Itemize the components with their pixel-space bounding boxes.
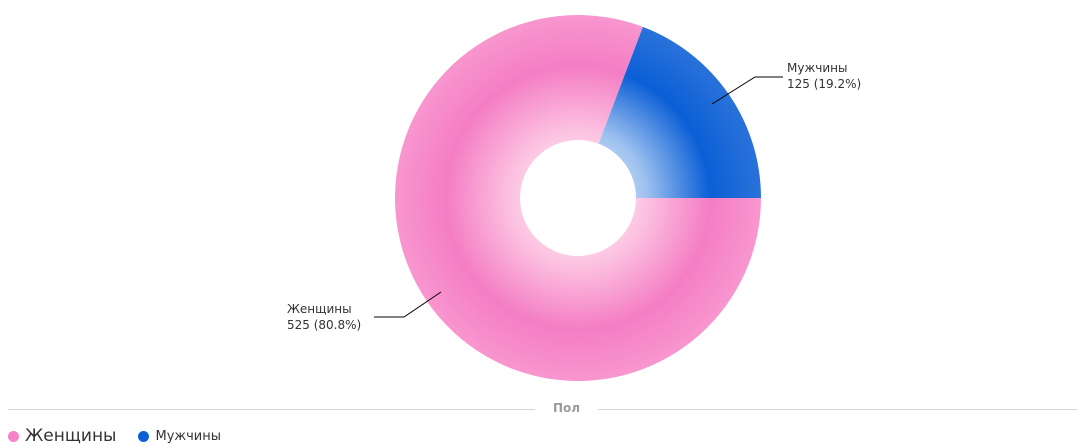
legend-marker-men <box>138 430 150 442</box>
legend-label-men: Мужчины <box>155 428 221 444</box>
data-label-name-women: Женщины <box>287 302 352 316</box>
connector-women <box>374 291 442 318</box>
title-divider-left <box>8 409 535 410</box>
slice-men[interactable] <box>598 26 761 198</box>
chart-title: Пол <box>552 401 581 415</box>
data-label-value-men: 125 (19.2%) <box>787 77 861 91</box>
legend-label-women: Женщины <box>25 426 117 446</box>
chart-legend: Женщины Мужчины <box>8 426 243 446</box>
legend-marker-women <box>8 430 19 442</box>
title-divider-right <box>598 409 1077 410</box>
slice-women[interactable] <box>394 14 761 381</box>
data-label-value-women: 525 (80.8%) <box>287 318 361 332</box>
legend-item-women[interactable]: Женщины <box>8 426 116 446</box>
connector-men <box>711 76 783 105</box>
legend-item-men[interactable]: Мужчины <box>138 429 221 444</box>
data-label-name-men: Мужчины <box>787 61 847 75</box>
